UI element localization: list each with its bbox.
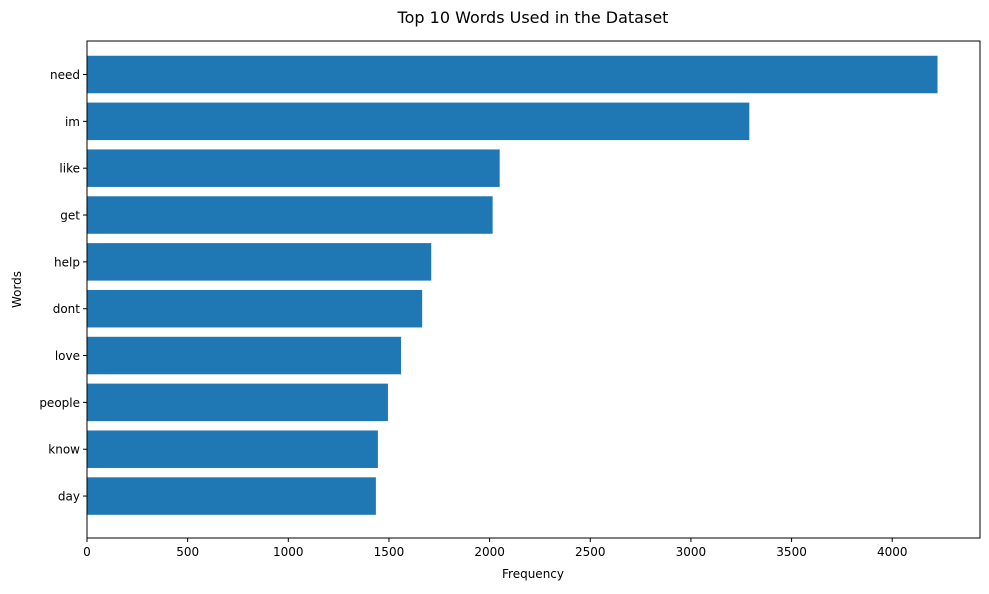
x-tick-label: 4000 [877, 545, 908, 559]
y-tick-label: help [54, 255, 80, 269]
bar-im [87, 102, 750, 141]
bar-dont [87, 289, 423, 328]
bar-need [87, 55, 938, 94]
x-axis-label: Frequency [502, 567, 564, 581]
x-tick-label: 0 [83, 545, 91, 559]
y-axis-ticks: need im like get help dont love people know day [39, 68, 87, 504]
x-tick-label: 2000 [474, 545, 505, 559]
x-tick-label: 1000 [273, 545, 304, 559]
bar-love [87, 336, 402, 375]
bar-get [87, 196, 493, 234]
y-tick-label: need [50, 68, 80, 82]
x-tick-label: 500 [176, 545, 199, 559]
bar-know [87, 430, 378, 468]
x-tick-label: 2500 [575, 545, 606, 559]
y-tick-label: love [55, 349, 80, 363]
y-tick-label: get [60, 209, 80, 223]
x-axis-ticks: 0 500 1000 1500 2000 2500 3000 3500 4000 [83, 538, 908, 559]
y-tick-label: like [59, 162, 80, 176]
y-tick-label: im [65, 115, 80, 129]
y-tick-label: know [48, 443, 80, 457]
x-tick-label: 3000 [676, 545, 707, 559]
y-tick-label: people [39, 396, 80, 410]
bar-help [87, 243, 432, 281]
x-tick-label: 1500 [374, 545, 405, 559]
bar-like [87, 149, 500, 187]
bar-day [87, 477, 376, 515]
plot-frame [86, 40, 981, 539]
y-tick-label: dont [53, 302, 81, 316]
chart-title: Top 10 Words Used in the Dataset [397, 8, 669, 27]
bar-people [87, 383, 388, 422]
y-axis-label: Words [10, 271, 24, 308]
bars-group [87, 55, 938, 515]
x-tick-label: 3500 [776, 545, 807, 559]
y-tick-label: day [58, 490, 80, 504]
